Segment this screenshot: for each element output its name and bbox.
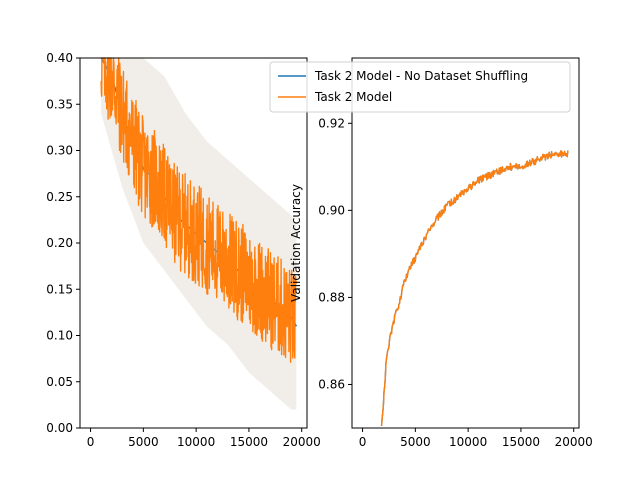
accuracy-y-axis-label: Validation Accuracy bbox=[289, 184, 303, 302]
y-tick-label: 0.10 bbox=[46, 329, 73, 343]
loss-x-ticks: 0 5000 10000 15000 20000 bbox=[87, 428, 321, 449]
loss-series-group bbox=[100, 57, 298, 363]
loss-series-line-1 bbox=[100, 57, 298, 363]
y-tick-label: 0.40 bbox=[46, 51, 73, 65]
x-tick-label: 10000 bbox=[177, 435, 215, 449]
y-tick-label: 0.20 bbox=[46, 236, 73, 250]
x-tick-label: 0 bbox=[87, 435, 95, 449]
y-tick-label: 0.00 bbox=[46, 421, 73, 435]
x-tick-label: 5000 bbox=[128, 435, 159, 449]
x-tick-label: 10000 bbox=[449, 435, 487, 449]
x-tick-label: 5000 bbox=[400, 435, 431, 449]
legend-box bbox=[269, 61, 571, 113]
accuracy-series-group bbox=[380, 150, 569, 427]
x-tick-label: 15000 bbox=[230, 435, 268, 449]
y-tick-label: 0.25 bbox=[46, 190, 73, 204]
x-tick-label: 20000 bbox=[555, 435, 593, 449]
accuracy-subplot: 0 5000 10000 15000 20000 0.86 0.88 0.90 0.92 Va… bbox=[289, 57, 593, 449]
loss-y-ticks: 0.00 0.05 0.10 0.15 0.20 0.25 0.30 0.35 0.40 bbox=[46, 51, 80, 435]
y-tick-label: 0.05 bbox=[46, 375, 73, 389]
accuracy-series-line-1 bbox=[380, 150, 569, 427]
y-tick-label: 0.90 bbox=[318, 203, 345, 217]
y-tick-label: 0.88 bbox=[318, 290, 345, 304]
legend-label-task2: Task 2 Model bbox=[314, 90, 392, 104]
loss-subplot: 0 5000 10000 15000 20000 0.00 0.05 0.10 0.15 0.2… bbox=[46, 51, 321, 449]
x-tick-label: 0 bbox=[359, 435, 367, 449]
accuracy-x-ticks: 0 5000 10000 15000 20000 bbox=[359, 428, 593, 449]
accuracy-y-ticks: 0.86 0.88 0.90 0.92 bbox=[318, 116, 352, 391]
legend-label-no-shuffling: Task 2 Model - No Dataset Shuffling bbox=[314, 69, 528, 83]
y-tick-label: 0.86 bbox=[318, 377, 345, 391]
legend: Task 2 Model - No Dataset Shuffling Task… bbox=[269, 61, 571, 113]
x-tick-label: 15000 bbox=[502, 435, 540, 449]
x-tick-label: 20000 bbox=[283, 435, 321, 449]
y-tick-label: 0.15 bbox=[46, 282, 73, 296]
y-tick-label: 0.30 bbox=[46, 144, 73, 158]
accuracy-axes-frame bbox=[351, 57, 580, 429]
y-tick-label: 0.35 bbox=[46, 97, 73, 111]
y-tick-label: 0.92 bbox=[318, 116, 345, 130]
